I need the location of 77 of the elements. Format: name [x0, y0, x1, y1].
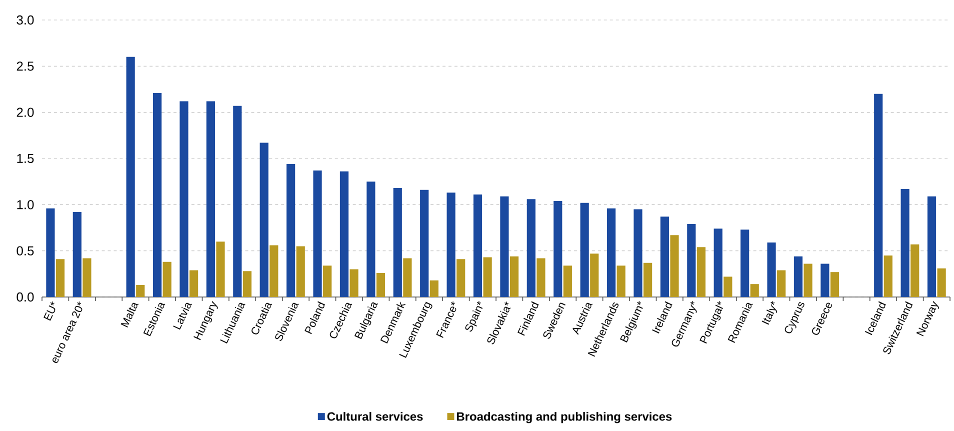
- bar: [216, 242, 225, 297]
- bar: [446, 192, 456, 297]
- x-tick-label: Italy*: [762, 301, 778, 325]
- bar: [323, 266, 332, 297]
- bar: [72, 212, 82, 297]
- bar: [910, 244, 920, 297]
- bar: [206, 101, 215, 297]
- bar: [270, 245, 278, 297]
- bar: [350, 269, 358, 297]
- bar: [340, 171, 349, 297]
- bar: [804, 264, 812, 297]
- bar: [643, 262, 652, 297]
- x-tick-label: Spain*: [465, 301, 483, 332]
- y-tick-label: 2.0: [16, 108, 34, 117]
- bar: [126, 56, 135, 297]
- bar: [777, 270, 786, 297]
- bar: [420, 190, 429, 297]
- bar: [696, 247, 706, 297]
- x-tick-label: EU*: [44, 302, 56, 321]
- bar: [500, 196, 509, 297]
- bar: [634, 209, 642, 297]
- bar: [260, 142, 268, 297]
- bar: [526, 199, 536, 297]
- legend-label: Broadcasting and publishing services: [457, 412, 672, 424]
- bar: [82, 258, 92, 297]
- bar: [56, 259, 65, 297]
- bar: [616, 266, 626, 297]
- bar: [189, 270, 198, 297]
- bar: [313, 170, 322, 297]
- bar: [180, 101, 188, 297]
- y-tick-label: 0.5: [16, 246, 34, 256]
- bar: [687, 224, 696, 297]
- bar: [874, 94, 883, 297]
- bar: [242, 271, 252, 297]
- bar: [393, 188, 402, 297]
- bar: [536, 258, 546, 297]
- bar: [286, 164, 296, 297]
- bar: [46, 208, 55, 297]
- bar: [473, 194, 482, 297]
- bar: [670, 235, 679, 297]
- bar: [296, 246, 305, 297]
- bar: [884, 255, 892, 297]
- bar: [233, 106, 242, 297]
- bar: [767, 242, 776, 297]
- bar: [820, 264, 830, 297]
- bar: [366, 182, 376, 297]
- bar: [714, 228, 722, 297]
- bar: [456, 259, 466, 297]
- bar: [376, 272, 386, 297]
- y-tick-label: 2.5: [16, 62, 34, 71]
- y-tick-label: 0.0: [16, 292, 34, 302]
- bar: [510, 256, 519, 297]
- bar: [430, 280, 438, 297]
- bar: [740, 230, 750, 297]
- y-tick-label: 3.0: [16, 15, 34, 25]
- y-tick-label: 1.0: [17, 200, 34, 210]
- legend-label: Cultural services: [327, 412, 423, 421]
- bar: [554, 200, 562, 297]
- x-tick-label: Malta: [120, 302, 138, 328]
- bar: [937, 268, 946, 297]
- bar: [162, 262, 172, 297]
- bar: [403, 258, 412, 297]
- bar: [483, 257, 492, 297]
- bar: [563, 266, 572, 297]
- bar: [152, 92, 162, 297]
- bar: [750, 284, 759, 297]
- y-tick-label: 1.5: [17, 154, 34, 164]
- bar: [900, 188, 910, 297]
- bar: [660, 216, 669, 297]
- bar: [724, 276, 732, 297]
- bar: [927, 196, 936, 297]
- bar: [606, 208, 616, 297]
- bar: [136, 284, 145, 297]
- bar: [580, 202, 589, 297]
- bar: [590, 254, 599, 297]
- bar: [794, 256, 803, 297]
- bar: [830, 272, 840, 297]
